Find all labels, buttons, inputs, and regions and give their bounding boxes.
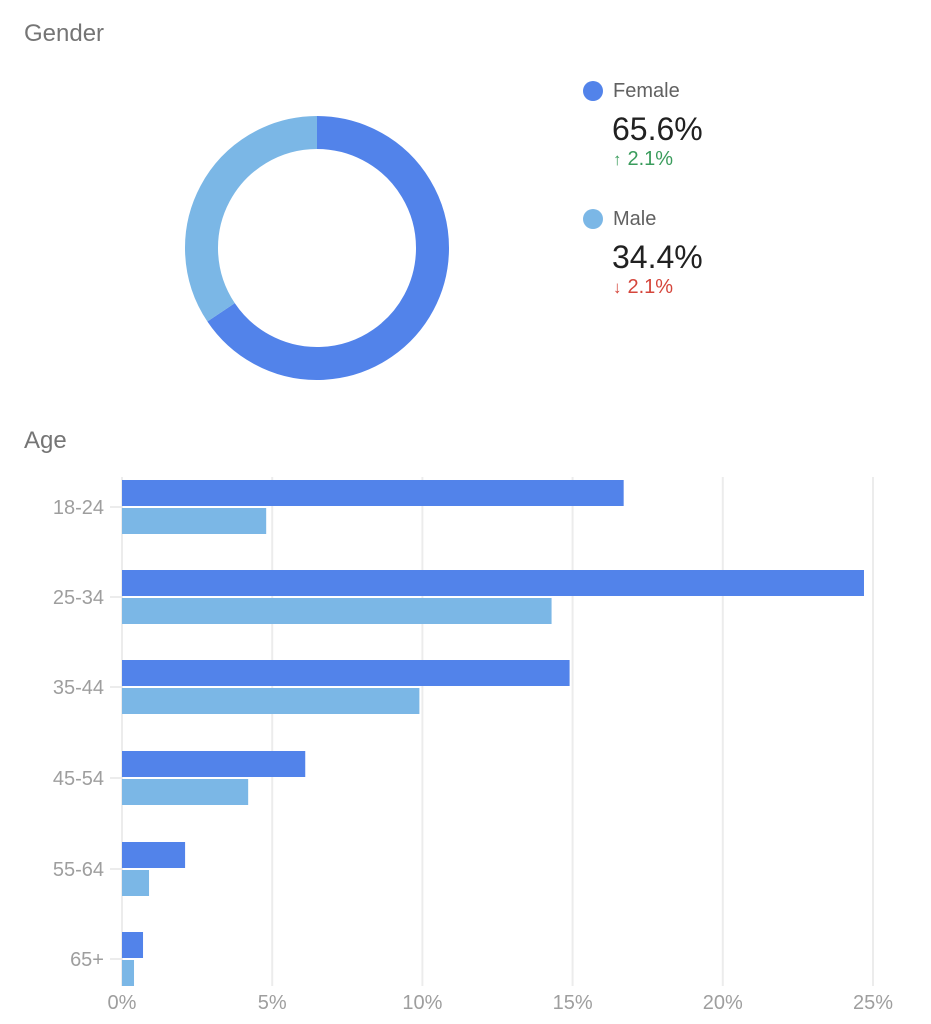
x-tick-label: 10% <box>402 992 442 1014</box>
bar-group-25-34: 25-34 <box>53 570 864 624</box>
arrow-up-icon: ↑ <box>613 150 622 169</box>
y-category-label: 55-64 <box>53 859 104 881</box>
gender-donut-chart <box>185 116 449 380</box>
x-tick-label: 0% <box>108 992 137 1014</box>
x-tick-label: 25% <box>853 992 893 1014</box>
donut-segment-male <box>185 116 318 322</box>
y-category-label: 45-54 <box>53 768 104 790</box>
bar-group-18-24: 18-24 <box>53 480 624 534</box>
grid-lines <box>121 477 874 986</box>
age-section-title: Age <box>24 427 67 454</box>
bar-male <box>122 960 135 986</box>
gender-section-title: Gender <box>24 20 105 47</box>
female-change: ↑ 2.1% <box>613 148 674 170</box>
legend-label: Male <box>613 208 657 230</box>
bar-male <box>122 779 249 805</box>
y-category-label: 25-34 <box>53 587 104 609</box>
male-change: ↓ 2.1% <box>613 276 674 298</box>
bar-group-65+: 65+ <box>70 932 144 986</box>
y-category-label: 18-24 <box>53 497 104 519</box>
bar-female <box>122 480 624 506</box>
female-dot-icon <box>583 81 603 101</box>
y-category-label: 35-44 <box>53 677 104 699</box>
bar-male <box>122 598 552 624</box>
bar-group-45-54: 45-54 <box>53 751 306 805</box>
x-tick-label: 20% <box>703 992 743 1014</box>
bar-female <box>122 932 144 958</box>
bar-male <box>122 688 420 714</box>
legend-label: Female <box>613 80 680 102</box>
female-percentage: 65.6% <box>612 111 703 147</box>
donut-segment-female <box>207 116 449 380</box>
bar-group-55-64: 55-64 <box>53 842 186 896</box>
bar-male <box>122 870 150 896</box>
x-tick-label: 5% <box>258 992 287 1014</box>
bar-male <box>122 508 267 534</box>
male-percentage: 34.4% <box>612 239 703 275</box>
x-tick-label: 15% <box>553 992 593 1014</box>
bar-female <box>122 660 570 686</box>
male-dot-icon <box>583 209 603 229</box>
arrow-down-icon: ↓ <box>613 278 622 297</box>
bar-female <box>122 570 864 596</box>
bar-female <box>122 751 306 777</box>
bar-female <box>122 842 186 868</box>
y-category-label: 65+ <box>70 949 104 971</box>
bar-group-35-44: 35-44 <box>53 660 570 714</box>
